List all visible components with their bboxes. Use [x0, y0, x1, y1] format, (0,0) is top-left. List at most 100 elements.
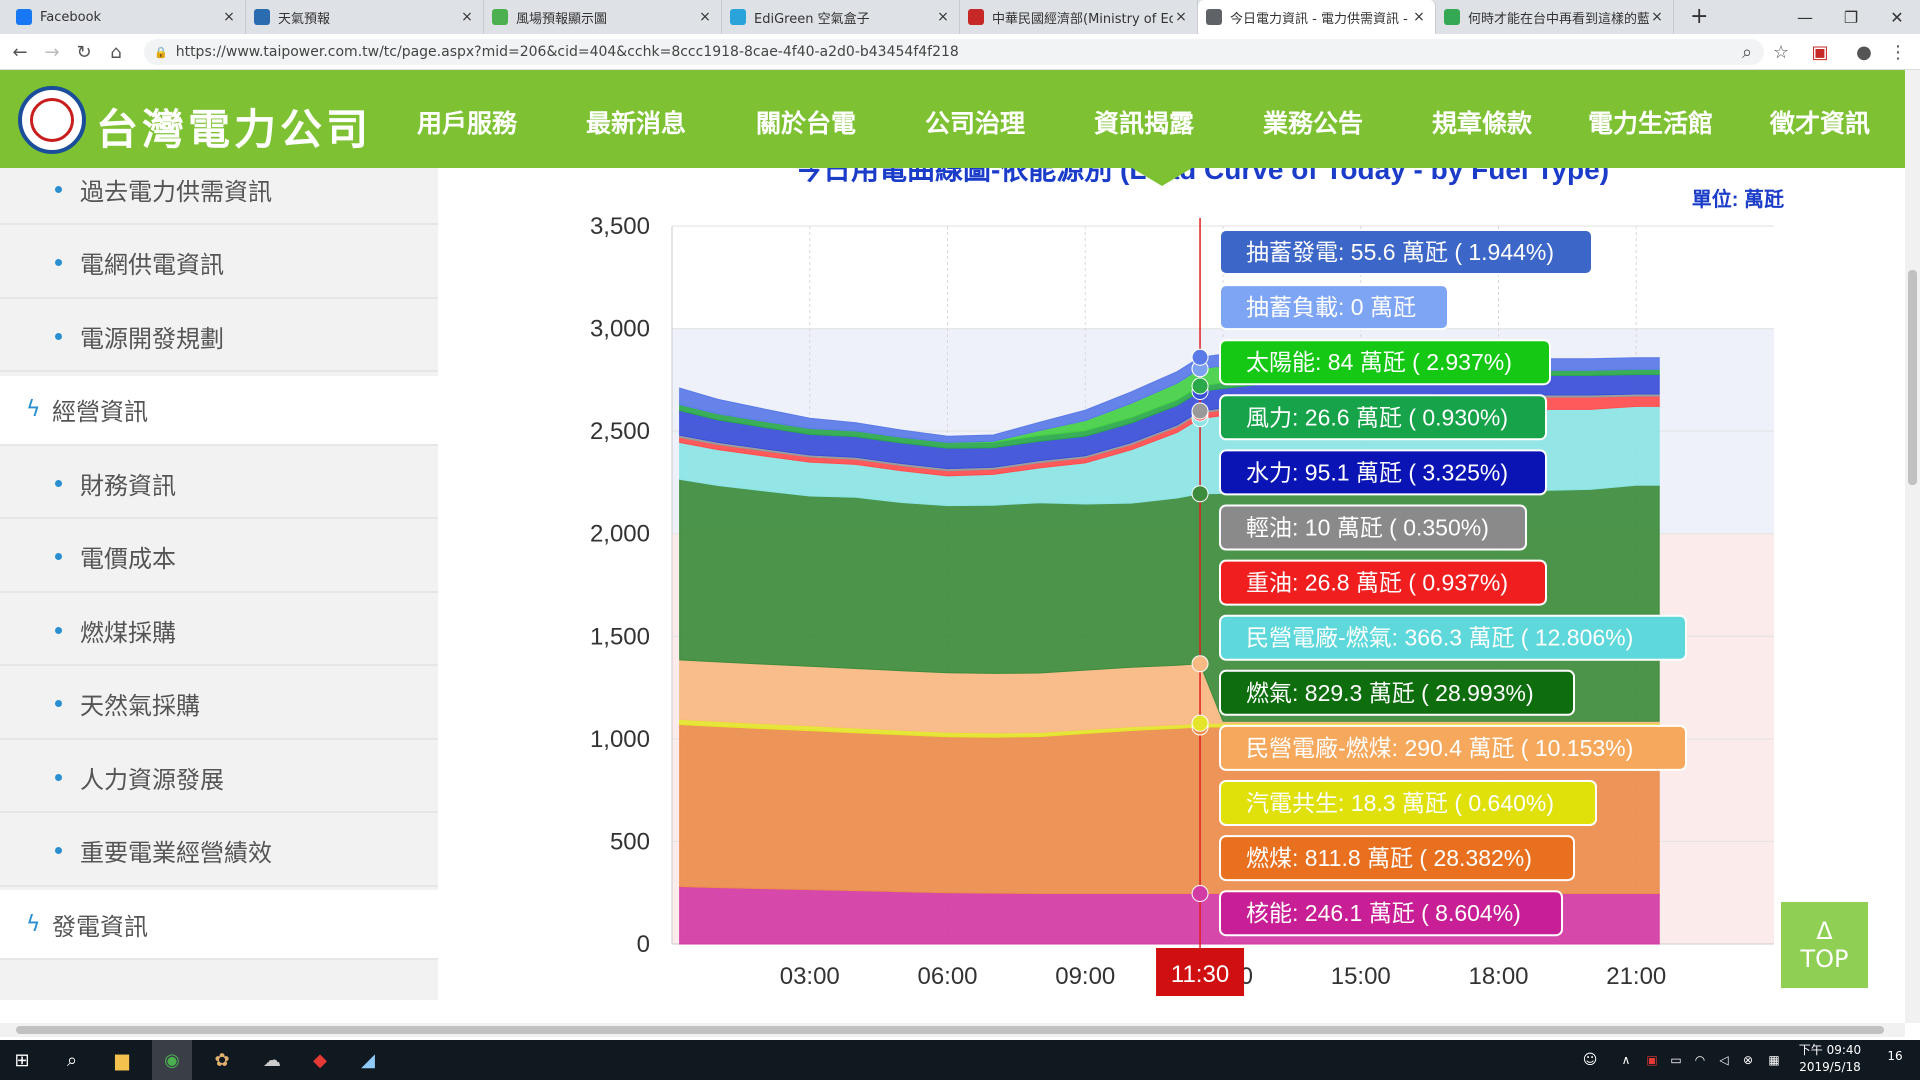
app-icon-2[interactable]: ☁ — [263, 1049, 281, 1071]
clock-date: 2019/5/18 — [1799, 1060, 1861, 1074]
forward-icon[interactable]: → — [44, 41, 60, 63]
browser-tab[interactable]: Facebook × — [8, 0, 246, 34]
tray-app-icon[interactable]: ▣ — [1646, 1053, 1658, 1067]
profile-icon[interactable]: ● — [1856, 41, 1872, 63]
main-nav-item[interactable]: 關於台電 — [756, 109, 857, 138]
tab-close-icon[interactable]: × — [699, 9, 711, 25]
tooltip-entry-box — [1219, 394, 1547, 441]
extension-icon[interactable]: ▣ — [1811, 41, 1829, 63]
tooltip-entry-label: 太陽能: 84 萬瓩 ( 2.937%) — [1246, 349, 1512, 375]
wifi-icon[interactable]: ◠ — [1694, 1053, 1706, 1067]
chrome-icon[interactable]: ◉ — [152, 1040, 192, 1080]
clock[interactable]: 下午 09:40 2019/5/18 — [1790, 1042, 1870, 1076]
new-tab-button[interactable]: + — [1690, 4, 1709, 29]
site-brand-name[interactable]: 台灣電力公司 — [96, 105, 373, 154]
x-tick-label: 15:00 — [1331, 963, 1391, 990]
main-nav-item[interactable]: 最新消息 — [586, 109, 687, 138]
sidebar-item[interactable]: ϟ 經營資訊 — [0, 375, 438, 446]
tab-close-icon[interactable]: × — [937, 9, 949, 25]
tooltip-entry-label: 民營電廠-燃煤: 290.4 萬瓩 ( 10.153%) — [1246, 735, 1633, 761]
sidebar-item[interactable]: 過去電力供需資訊 — [0, 168, 438, 225]
bookmark-star-icon[interactable]: ☆ — [1772, 41, 1790, 63]
crosshair-marker — [1191, 885, 1209, 903]
browser-tab[interactable]: 天氣預報 × — [246, 0, 484, 34]
main-nav-item[interactable]: 公司治理 — [925, 109, 1026, 138]
app-icon-1[interactable]: ✿ — [214, 1049, 230, 1071]
zoom-icon[interactable]: ⌕ — [1741, 41, 1753, 63]
tooltip-entry-box — [1219, 559, 1547, 606]
people-icon[interactable]: ☺ — [1582, 1052, 1598, 1068]
browser-tab[interactable]: 何時才能在台中再看到這樣的藍天 × — [1436, 0, 1674, 34]
tooltip-entry-box — [1219, 724, 1687, 771]
back-icon[interactable]: ← — [12, 41, 28, 63]
sidebar-item[interactable]: 燃煤採購 — [0, 596, 438, 666]
main-nav-item[interactable]: 徵才資訊 — [1770, 109, 1871, 138]
back-to-top-button[interactable]: Δ TOP — [1781, 902, 1868, 988]
tooltip-entry-label: 核能: 246.1 萬瓩 ( 8.604%) — [1246, 900, 1521, 926]
tab-favicon-icon — [1444, 9, 1460, 25]
sidebar-item-label: 經營資訊 — [52, 398, 148, 426]
browser-tab[interactable]: 今日電力資訊 - 電力供需資訊 - 台 × — [1198, 0, 1436, 34]
main-nav-item[interactable]: 業務公告 — [1263, 109, 1364, 138]
search-icon[interactable]: ⌕ — [66, 1049, 78, 1071]
vertical-scrollbar[interactable] — [1905, 70, 1920, 1023]
app-icon-3[interactable]: ◆ — [313, 1049, 327, 1071]
file-explorer-icon[interactable]: ▆ — [115, 1049, 129, 1071]
sidebar-item[interactable]: 財務資訊 — [0, 449, 438, 519]
browser-tab[interactable]: EdiGreen 空氣盒子 × — [722, 0, 960, 34]
sidebar-item[interactable]: 電網供電資訊 — [0, 229, 438, 299]
crosshair-marker — [1191, 655, 1209, 673]
close-window-icon[interactable]: ✕ — [1890, 7, 1904, 27]
main-nav-item[interactable]: 資訊揭露 — [1094, 109, 1195, 138]
app-icon-4[interactable]: ◢ — [361, 1049, 375, 1071]
x-tick-label: 18:00 — [1468, 963, 1528, 990]
main-nav-item[interactable]: 電力生活館 — [1588, 109, 1714, 138]
main-nav-item[interactable]: 用戶服務 — [417, 109, 518, 138]
minimize-window-icon[interactable]: — — [1797, 7, 1813, 27]
main-nav-item[interactable]: 規章條款 — [1432, 109, 1533, 138]
tab-close-icon[interactable]: × — [461, 9, 473, 25]
crosshair-time-box — [1156, 948, 1245, 996]
sidebar-item[interactable]: 人力資源發展 — [0, 743, 438, 813]
crosshair-marker — [1191, 348, 1209, 366]
volume-icon[interactable]: ◁ — [1719, 1053, 1729, 1067]
address-bar[interactable]: 🔒 https://www.taipower.com.tw/tc/page.as… — [144, 39, 1764, 65]
tooltip-entry-label: 抽蓄負載: 0 萬瓩 — [1246, 294, 1416, 320]
keyboard-icon[interactable]: ▦ — [1768, 1053, 1780, 1067]
ime-icon[interactable]: ⊗ — [1742, 1053, 1754, 1067]
tab-title: Facebook — [40, 9, 102, 25]
sidebar-item-label: 過去電力供需資訊 — [80, 177, 272, 206]
reload-icon[interactable]: ↻ — [76, 41, 92, 63]
tab-close-icon[interactable]: × — [223, 9, 235, 25]
sidebar-item[interactable]: 天然氣採購 — [0, 670, 438, 740]
restore-window-icon[interactable]: ❐ — [1843, 7, 1859, 27]
sidebar-item[interactable]: ϟ 發電資訊 — [0, 890, 438, 960]
tooltip-entry-box — [1219, 835, 1575, 882]
sidebar-item[interactable]: 電源開發規劃 — [0, 302, 438, 372]
tab-favicon-icon — [254, 9, 270, 25]
lightning-icon: ϟ — [26, 397, 41, 422]
tooltip-entry-label: 輕油: 10 萬瓩 ( 0.350%) — [1246, 515, 1489, 541]
tab-close-icon[interactable]: × — [1175, 9, 1187, 25]
taipower-logo[interactable] — [18, 86, 86, 154]
tooltip-entry-label: 風力: 26.6 萬瓩 ( 0.930%) — [1246, 404, 1508, 430]
horizontal-scrollbar[interactable] — [0, 1023, 1905, 1037]
tab-close-icon[interactable]: × — [1413, 9, 1425, 25]
windows-start-icon[interactable]: ⊞ — [14, 1049, 30, 1071]
area-series-12[interactable] — [679, 349, 1660, 443]
sidebar-item-label: 人力資源發展 — [80, 765, 224, 794]
tooltip-entry-label: 抽蓄發電: 55.6 萬瓩 ( 1.944%) — [1246, 239, 1554, 265]
browser-tab[interactable]: 風場預報顯示圖 × — [484, 0, 722, 34]
tooltip-entry-label: 燃氣: 829.3 萬瓩 ( 28.993%) — [1246, 680, 1534, 706]
tab-close-icon[interactable]: × — [1651, 9, 1663, 25]
tab-title: 中華民國經濟部(Ministry of Eco — [992, 11, 1173, 27]
sidebar-item[interactable]: 重要電業經營績效 — [0, 817, 438, 887]
menu-kebab-icon[interactable]: ⋮ — [1889, 41, 1907, 63]
tab-title: EdiGreen 空氣盒子 — [754, 11, 870, 27]
battery-icon[interactable]: ▭ — [1670, 1053, 1682, 1067]
tray-arrow-icon[interactable]: ∧ — [1621, 1053, 1631, 1067]
browser-tab[interactable]: 中華民國經濟部(Ministry of Eco × — [960, 0, 1198, 34]
sidebar-item[interactable]: 電價成本 — [0, 523, 438, 593]
notification-center[interactable]: 16 — [1880, 1048, 1910, 1065]
home-icon[interactable]: ⌂ — [110, 41, 122, 63]
